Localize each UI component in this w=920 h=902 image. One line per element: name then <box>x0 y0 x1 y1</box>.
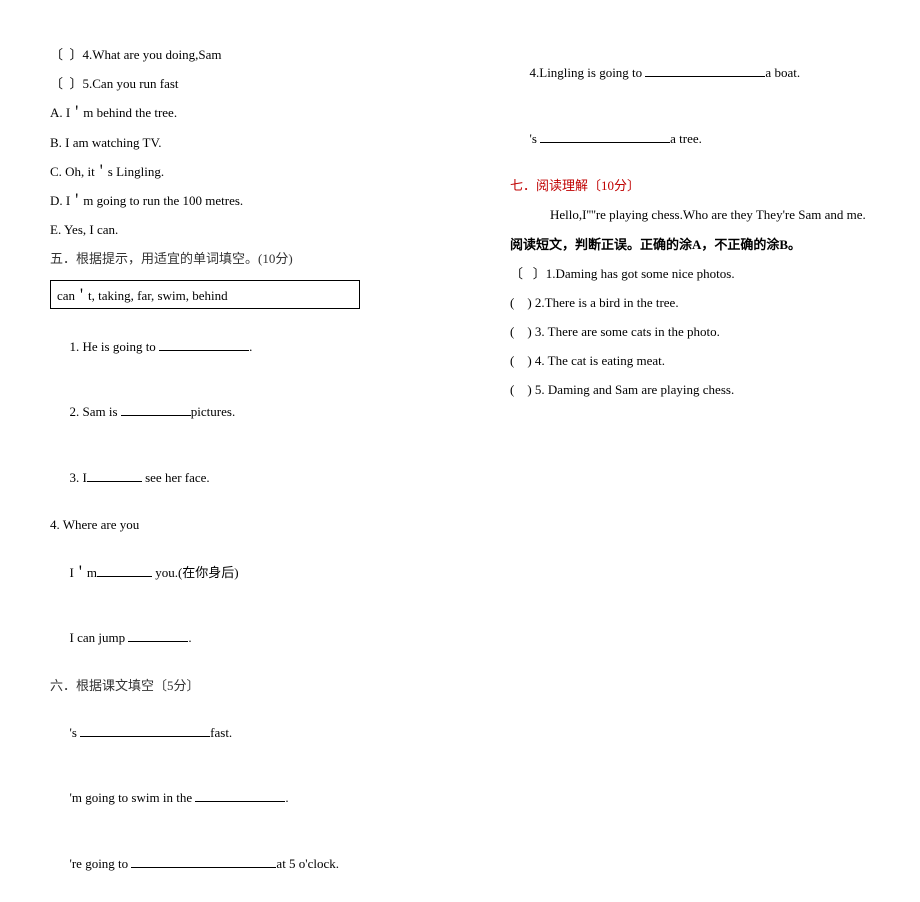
s5-item-5: I can jump . <box>50 611 460 666</box>
blank <box>131 855 276 868</box>
s7-q3: ( ) 3. There are some cats in the photo. <box>510 323 920 341</box>
word-bank-text: can＇t, taking, far, swim, behind <box>57 288 228 303</box>
s6-1-prefix: 's <box>70 725 81 740</box>
question-5: 〔 〕5.Can you run fast <box>50 75 460 93</box>
option-d: D. I＇m going to run the 100 metres. <box>50 192 460 210</box>
blank <box>97 564 152 577</box>
s6-5-suffix: a tree. <box>670 131 702 146</box>
section-6-heading: 六．根据课文填空〔5分〕 <box>50 677 460 695</box>
s6-item-5: 's a tree. <box>510 112 920 167</box>
s7-q4: ( ) 4. The cat is eating meat. <box>510 352 920 370</box>
s5-4b-prefix: I＇m <box>70 565 97 580</box>
s5-item-4b: I＇m you.(在你身后) <box>50 545 460 600</box>
s5-1-prefix: 1. He is going to <box>70 339 160 354</box>
s5-4b-suffix: you.(在你身后) <box>152 565 239 580</box>
s6-1-suffix: fast. <box>210 725 232 740</box>
s7-q5: ( ) 5. Daming and Sam are playing chess. <box>510 381 920 399</box>
s5-5-prefix: I can jump <box>70 630 129 645</box>
section-7-heading: 七．阅读理解〔10分〕 <box>510 177 920 195</box>
left-column: 〔 〕4.What are you doing,Sam 〔 〕5.Can you… <box>50 46 460 902</box>
blank <box>128 629 188 642</box>
blank <box>159 338 249 351</box>
s5-item-4: 4. Where are you <box>50 516 460 534</box>
s5-item-3: 3. I see her face. <box>50 451 460 506</box>
s5-2-suffix: pictures. <box>191 404 235 419</box>
s6-item-3: 're going to at 5 o'clock. <box>50 837 460 892</box>
instruction-text: 阅读短文，判断正误。正确的涂A，不正确的涂B。 <box>510 236 920 254</box>
section-5-heading: 五．根据提示，用适宜的单词填空。(10分) <box>50 250 460 268</box>
blank <box>87 469 142 482</box>
s5-3-prefix: 3. I <box>70 470 87 485</box>
s6-2-suffix: . <box>285 790 288 805</box>
option-e: E. Yes, I can. <box>50 221 460 239</box>
passage-text: Hello,I''''re playing chess.Who are they… <box>510 206 920 224</box>
s5-item-2: 2. Sam is pictures. <box>50 385 460 440</box>
s5-2-prefix: 2. Sam is <box>70 404 121 419</box>
s5-5-suffix: . <box>188 630 191 645</box>
s6-4-suffix: a boat. <box>765 65 800 80</box>
s6-3-prefix: 're going to <box>70 856 132 871</box>
blank <box>645 64 765 77</box>
word-bank-box: can＇t, taking, far, swim, behind <box>50 280 360 309</box>
s5-item-1: 1. He is going to . <box>50 320 460 375</box>
s6-5-prefix: 's <box>530 131 541 146</box>
blank <box>195 789 285 802</box>
s6-4-prefix: 4.Lingling is going to <box>530 65 646 80</box>
option-a: A. I＇m behind the tree. <box>50 104 460 122</box>
s7-q2: ( ) 2.There is a bird in the tree. <box>510 294 920 312</box>
blank <box>80 724 210 737</box>
s7-q1: 〔 〕1.Daming has got some nice photos. <box>510 265 920 283</box>
blank <box>540 130 670 143</box>
s6-item-2: 'm going to swim in the . <box>50 771 460 826</box>
s6-item-1: 's fast. <box>50 706 460 761</box>
question-4: 〔 〕4.What are you doing,Sam <box>50 46 460 64</box>
right-column: 4.Lingling is going to a boat. 's a tree… <box>510 46 920 902</box>
s5-1-suffix: . <box>249 339 252 354</box>
s5-3-suffix: see her face. <box>142 470 210 485</box>
option-b: B. I am watching TV. <box>50 134 460 152</box>
s6-2-prefix: 'm going to swim in the <box>70 790 196 805</box>
blank <box>121 403 191 416</box>
s6-3-suffix: at 5 o'clock. <box>276 856 339 871</box>
s6-item-4: 4.Lingling is going to a boat. <box>510 46 920 101</box>
option-c: C. Oh, it＇s Lingling. <box>50 163 460 181</box>
